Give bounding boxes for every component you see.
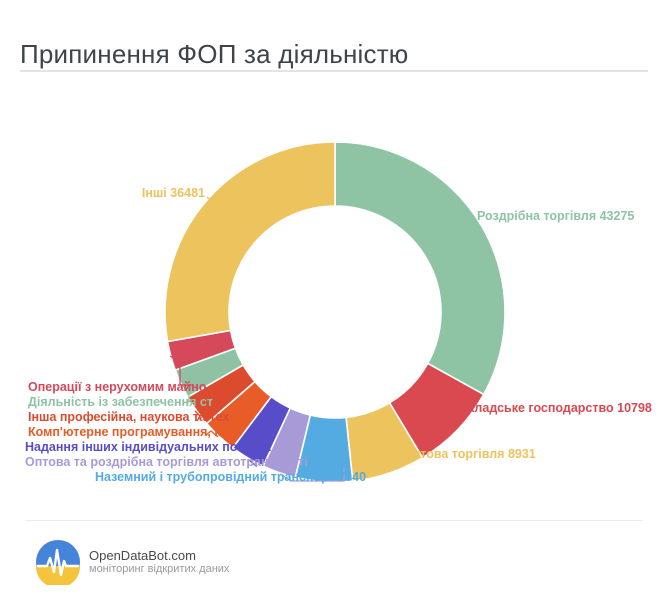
segment-label-wholesale: Оптова торгівля 8931 — [403, 447, 536, 461]
leader-lines — [169, 196, 477, 482]
leader-line-wholesale — [350, 446, 402, 464]
donut-segment-0[interactable] — [334, 141, 506, 396]
leader-line-programming — [205, 430, 219, 438]
footer-brand-block[interactable]: OpenDataBot.com моніторинг відкритих дан… — [35, 539, 229, 585]
segment-label-auto-trade: Оптова та роздрібна торгівля автотранспо… — [25, 455, 308, 469]
segment-label-transport: Наземний і трубопровідний транспорт 7040 — [95, 470, 367, 484]
leader-line-warehouse — [436, 408, 461, 428]
segment-label-real-estate: Операції з нерухомим майно — [28, 380, 207, 394]
segment-label-professional: Інша професійна, наукова та тех — [28, 410, 230, 424]
pulse-line-icon — [36, 548, 80, 577]
segment-label-warehouse: Складське господарство 10798 — [459, 401, 652, 415]
leader-line-retail — [454, 219, 477, 241]
leader-line-others — [206, 196, 220, 210]
title-divider — [20, 70, 648, 72]
leader-line-personal-services — [248, 449, 257, 468]
segment-label-others: Інші 36481 — [141, 186, 205, 200]
opendatabot-logo-icon — [35, 540, 81, 585]
segment-label-support: Діяльність із забезпечення ст — [28, 395, 213, 409]
brand-tagline: моніторинг відкритих даних — [89, 563, 230, 575]
segment-label-programming: Комп'ютерне програмування, конс — [28, 425, 243, 439]
page-title: Припинення ФОП за діяльністю — [20, 39, 409, 70]
leader-line-professional — [194, 410, 201, 422]
leader-line-support — [179, 383, 190, 403]
leader-line-auto-trade — [279, 467, 345, 482]
donut-segments — [164, 141, 506, 483]
leader-line-real-estate — [169, 355, 193, 386]
brand-link[interactable]: OpenDataBot.com — [89, 548, 196, 563]
leader-line-transport — [313, 451, 334, 478]
footer-divider — [25, 520, 643, 521]
segment-label-personal-services: Надання інших індивідуальних послуг : — [25, 440, 272, 454]
segment-label-retail: Роздрібна торгівля 43275 — [477, 209, 635, 223]
donut-segment-10[interactable] — [164, 141, 336, 343]
